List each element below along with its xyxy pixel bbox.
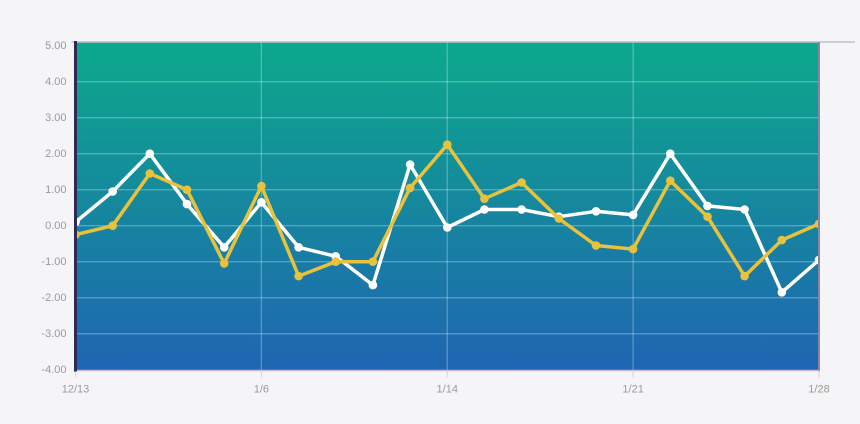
data-point xyxy=(740,271,749,281)
data-point xyxy=(703,201,712,211)
data-point xyxy=(443,223,452,232)
data-point xyxy=(480,194,489,203)
x-axis-tick-label: 1/14 xyxy=(437,384,458,396)
data-point xyxy=(294,271,303,281)
data-point xyxy=(182,185,192,194)
y-axis-tick-label: 3.00 xyxy=(45,112,66,124)
data-point xyxy=(554,214,564,223)
data-point xyxy=(814,255,819,265)
data-point xyxy=(294,243,303,252)
data-point xyxy=(405,183,415,193)
data-point xyxy=(145,149,155,158)
y-axis-tick-label: 4.00 xyxy=(45,76,66,88)
x-axis-tick-label: 1/6 xyxy=(254,384,269,396)
data-point xyxy=(666,149,675,158)
data-point xyxy=(145,169,155,178)
y-axis-tick-label: 0.00 xyxy=(45,220,66,232)
x-axis-tick-label: 1/21 xyxy=(622,384,643,396)
y-axis-tick-label: -4.00 xyxy=(41,364,66,376)
data-point xyxy=(814,219,819,229)
data-point xyxy=(517,178,526,187)
y-axis-tick-label: 1.00 xyxy=(45,184,66,196)
data-point xyxy=(443,140,452,149)
data-point xyxy=(703,212,712,221)
x-axis-ticks xyxy=(75,370,820,378)
data-point xyxy=(777,288,787,297)
data-point xyxy=(368,257,378,267)
x-axis-tick-label: 1/28 xyxy=(808,384,829,396)
y-axis-tick-label: -3.00 xyxy=(41,328,66,340)
y-axis-labels: 5.00 4.00 3.00 2.00 1.00 0.00 -1.00 -2.00 -3.00 -… xyxy=(41,40,66,376)
data-point xyxy=(405,160,415,169)
gold-series-points xyxy=(75,140,819,281)
data-point xyxy=(628,210,638,220)
data-point xyxy=(219,259,229,268)
white-series-points xyxy=(75,149,819,297)
data-point xyxy=(182,199,192,209)
y-axis-tick-label: -2.00 xyxy=(41,292,66,304)
data-point xyxy=(591,241,601,250)
data-point xyxy=(777,235,787,245)
data-point xyxy=(257,181,266,191)
data-point xyxy=(591,207,601,216)
data-point xyxy=(108,187,117,196)
data-point xyxy=(257,198,266,207)
x-axis-tick-label: 12/13 xyxy=(62,384,90,396)
data-point xyxy=(331,257,341,267)
series-layer xyxy=(75,140,819,297)
y-axis-tick-label: 5.00 xyxy=(45,40,66,52)
data-point xyxy=(219,243,229,252)
data-point xyxy=(368,280,378,290)
data-point xyxy=(628,244,638,254)
data-point xyxy=(480,205,489,214)
horizontal-gridlines xyxy=(75,81,819,335)
data-point xyxy=(108,221,117,230)
data-point xyxy=(517,205,526,214)
y-axis-tick-label: 2.00 xyxy=(45,148,66,160)
x-axis-labels: 12/13 1/6 1/14 1/21 1/28 xyxy=(62,384,830,396)
data-point xyxy=(740,205,749,214)
y-axis-tick-label: -1.00 xyxy=(41,256,66,268)
data-point xyxy=(666,176,675,185)
